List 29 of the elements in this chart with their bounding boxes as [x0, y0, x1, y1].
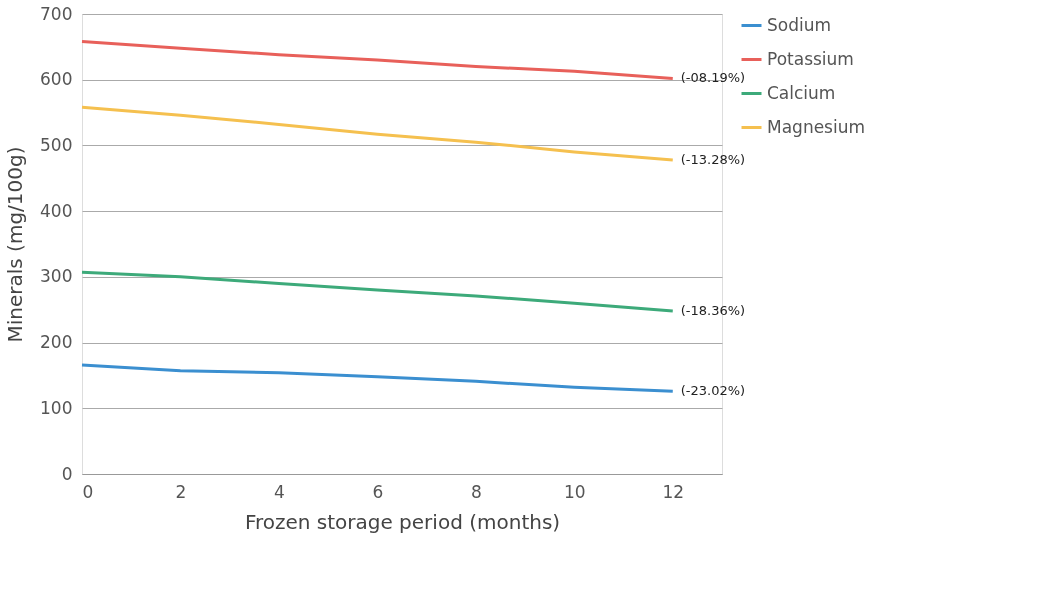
y-tick-label: 400: [40, 200, 73, 221]
legend-label: Calcium: [767, 82, 836, 103]
annotation: (-08.19%): [680, 70, 746, 86]
legend-label: Magnesium: [767, 116, 866, 137]
x-tick-label: 6: [372, 481, 384, 502]
x-tick-label: 12: [662, 481, 685, 502]
x-tick-label: 4: [274, 481, 285, 502]
annotation: (-23.02%): [680, 383, 746, 399]
x-tick-label: 2: [175, 481, 187, 502]
line-series: [80, 270, 675, 313]
legend-label: Potassium: [767, 48, 854, 69]
y-tick-label: 300: [40, 266, 73, 287]
y-tick-label: 700: [40, 3, 73, 24]
x-tick-label: 0: [82, 481, 94, 502]
annotation: (-13.28%): [680, 151, 746, 167]
legend-label: Sodium: [767, 14, 832, 35]
line-series: [80, 363, 675, 393]
x-tick-label: 8: [470, 481, 482, 502]
y-tick-label: 100: [40, 397, 73, 418]
y-axis-title: Minerals (mg/100g): [3, 146, 28, 343]
y-tick-label: 0: [61, 463, 73, 484]
line-series: [80, 105, 675, 162]
x-axis-title: Frozen storage period (months): [244, 509, 561, 534]
line-series: [80, 40, 675, 80]
x-tick-label: 10: [563, 481, 586, 502]
y-tick-label: 200: [40, 332, 73, 353]
y-tick-label: 600: [40, 69, 73, 90]
annotation: (-18.36%): [680, 303, 746, 319]
y-tick-label: 500: [40, 134, 73, 155]
